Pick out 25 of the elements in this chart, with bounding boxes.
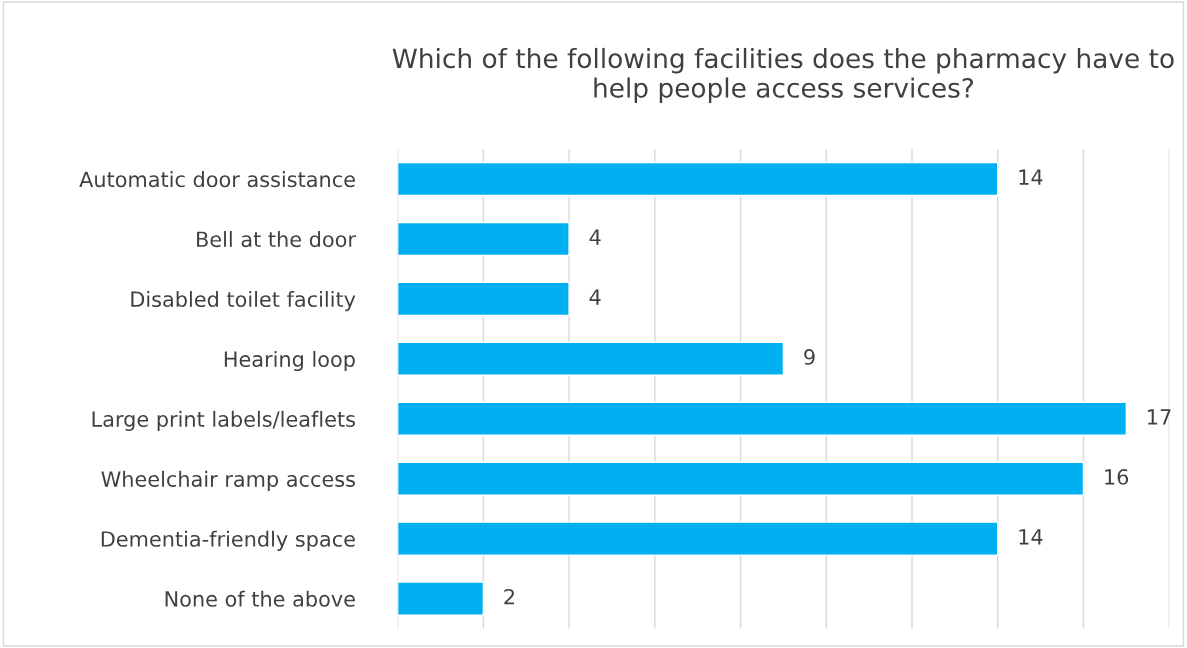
data-label: 9: [804, 349, 815, 365]
data-label: 4: [589, 289, 601, 305]
data-label: 14: [1019, 169, 1043, 185]
bar: [397, 581, 485, 616]
data-label: 16: [1105, 469, 1129, 485]
data-label: 4: [589, 229, 601, 245]
bar: [397, 341, 785, 377]
chart-title: Which of the following facilities does the pharmacy have to help people access services?: [392, 47, 1174, 103]
y-tick-label: Hearing loop: [224, 350, 355, 372]
data-label: 2: [504, 588, 514, 605]
bar: [397, 281, 570, 317]
y-tick-label: Dementia-friendly space: [101, 530, 355, 551]
bar: [397, 161, 999, 197]
y-tick-label: Large print labels/leaflets: [92, 410, 355, 432]
y-tick-label: Wheelchair ramp access: [101, 470, 355, 491]
data-label: 14: [1019, 529, 1043, 545]
y-tick-label: None of the above: [165, 590, 355, 607]
bar: [397, 461, 1085, 496]
y-tick-label: Bell at the door: [197, 231, 356, 248]
bar: [397, 401, 1128, 436]
y-tick-label: Automatic door assistance: [79, 171, 355, 188]
y-tick-label: Disabled toilet facility: [131, 290, 356, 312]
bar: [397, 521, 999, 556]
bar: [397, 221, 570, 257]
data-label: 17: [1148, 409, 1171, 425]
